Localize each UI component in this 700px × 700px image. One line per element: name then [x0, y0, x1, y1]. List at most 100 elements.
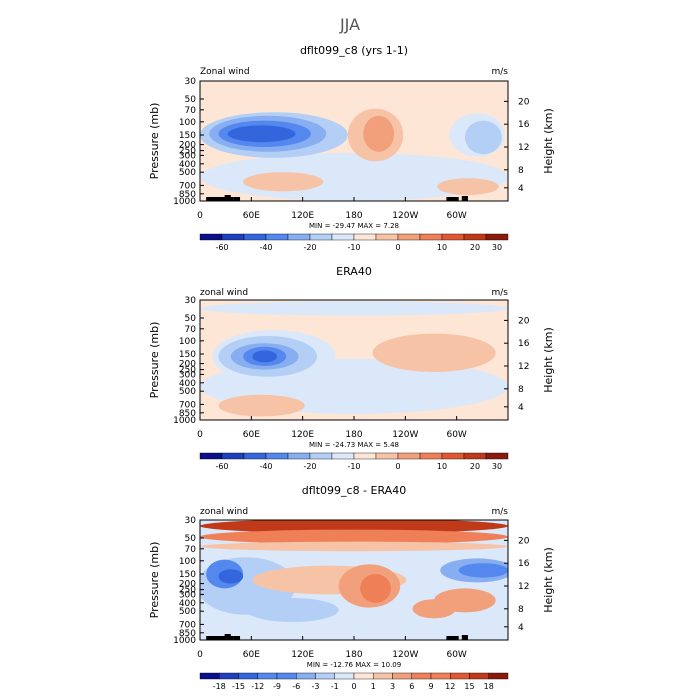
y2-tick-label: 16 [518, 339, 530, 349]
y2-axis-label: Height (km) [542, 547, 555, 613]
panel-title: ERA40 [336, 265, 372, 278]
x-tick-label: 60W [446, 650, 466, 660]
y-tick-label: 850 [179, 409, 196, 419]
colorbar-swatch [419, 452, 443, 460]
y-tick-label: 50 [185, 95, 197, 105]
units-label: m/s [492, 288, 509, 298]
y2-tick-label: 8 [518, 605, 524, 615]
y-tick-label: 100 [179, 337, 196, 347]
y-axis-label: Pressure (mb) [148, 322, 161, 399]
x-tick-label: 60E [243, 430, 260, 440]
colorbar-swatch [287, 452, 311, 460]
x-tick-label: 60W [446, 430, 466, 440]
topography-bar [446, 636, 459, 640]
x-tick-label: 120W [392, 650, 418, 660]
colorbar-swatch [373, 672, 393, 680]
x-tick-label: 60E [243, 211, 260, 221]
y2-tick-label: 4 [518, 184, 524, 194]
colorbar-swatch [219, 672, 239, 680]
x-tick-label: 60E [243, 650, 260, 660]
colorbar-swatch [199, 233, 223, 241]
y-tick-label: 300 [179, 370, 196, 380]
stats-label: MIN = -24.73 MAX = 5.48 [309, 441, 399, 449]
y-tick-label: 850 [179, 190, 196, 200]
colorbar-swatch [309, 452, 333, 460]
colorbar-swatch [265, 233, 289, 241]
y-tick-label: 400 [179, 379, 196, 389]
colorbar-label: 0 [351, 682, 356, 691]
colorbar-swatch [353, 452, 377, 460]
x-tick-label: 0 [197, 650, 203, 660]
contour-field [200, 520, 508, 640]
topography-bar [233, 197, 241, 201]
colorbar-swatch [419, 233, 443, 241]
variable-label: zonal wind [200, 288, 248, 298]
colorbar-label: 15 [464, 682, 474, 691]
colorbar-label: 9 [428, 682, 433, 691]
contour-region [243, 172, 324, 192]
colorbar-swatch [309, 233, 333, 241]
y-tick-label: 150 [179, 570, 196, 580]
y-tick-label: 850 [179, 629, 196, 639]
colorbar-label: -20 [303, 462, 316, 471]
colorbar: -18 -15 -12 -9 -6 -3 -1 0 1 3 6 9 12 15 18 [199, 672, 509, 691]
colorbar-swatch [243, 233, 267, 241]
y-tick-label: 70 [185, 545, 197, 555]
panel-difference: dflt099_c8 - ERA40 zonal wind m/s 305070… [148, 484, 555, 691]
colorbar-swatch [441, 233, 465, 241]
colorbar-label: 20 [470, 462, 480, 471]
colorbar-swatch [221, 452, 245, 460]
contour-region [246, 598, 339, 622]
colorbar-swatch [238, 672, 258, 680]
x-tick-label: 120W [392, 211, 418, 221]
y2-tick-label: 8 [518, 166, 524, 176]
contour-region [360, 574, 391, 603]
colorbar-label: 10 [437, 462, 447, 471]
y-tick-label: 30 [185, 516, 197, 526]
colorbar-swatch [334, 672, 355, 680]
x-tick-label: 120E [291, 430, 314, 440]
y-tick-label: 300 [179, 590, 196, 600]
y2-tick-label: 4 [518, 623, 524, 633]
topography-bar [206, 636, 234, 640]
colorbar-swatch [397, 452, 421, 460]
colorbar-label: -18 [213, 682, 226, 691]
y-tick-label: 1000 [173, 416, 196, 426]
colorbar-swatch [287, 233, 311, 241]
y-tick-label: 500 [179, 168, 196, 178]
y-tick-label: 70 [185, 106, 197, 116]
y-tick-label: 50 [185, 534, 197, 544]
x-tick-label: 180 [345, 430, 362, 440]
contour-region [437, 178, 499, 196]
y2-tick-label: 4 [518, 403, 524, 413]
colorbar-label: -10 [347, 462, 360, 471]
y-tick-label: 300 [179, 151, 196, 161]
contour-region [317, 616, 453, 636]
colorbar-label: 20 [470, 243, 480, 252]
colorbar-label: -40 [259, 462, 272, 471]
y2-tick-label: 20 [518, 97, 530, 107]
contour-field [200, 300, 508, 420]
y-tick-label: 150 [179, 131, 196, 141]
y-tick-label: 30 [185, 77, 197, 87]
y-tick-label: 150 [179, 350, 196, 360]
y2-axis-label: Height (km) [542, 108, 555, 174]
x-tick-label: 120E [291, 211, 314, 221]
colorbar-swatch [315, 672, 335, 680]
x-tick-label: 60W [446, 211, 466, 221]
colorbar-swatch [441, 452, 465, 460]
y-tick-label: 250 [179, 586, 196, 596]
colorbar-label: 30 [492, 462, 502, 471]
colorbar-swatch [463, 452, 487, 460]
contour-region [252, 350, 277, 363]
contour-region [218, 394, 305, 417]
y-tick-label: 700 [179, 620, 196, 630]
colorbar-label: -3 [312, 682, 320, 691]
panel-model: dflt099_c8 (yrs 1-1) Zonal wind m/s 30 50… [148, 44, 555, 252]
colorbar-swatch [463, 233, 487, 241]
colorbar-swatch [397, 233, 421, 241]
contour-region [200, 529, 508, 544]
colorbar-label: -10 [347, 243, 360, 252]
contour-region [372, 333, 496, 372]
